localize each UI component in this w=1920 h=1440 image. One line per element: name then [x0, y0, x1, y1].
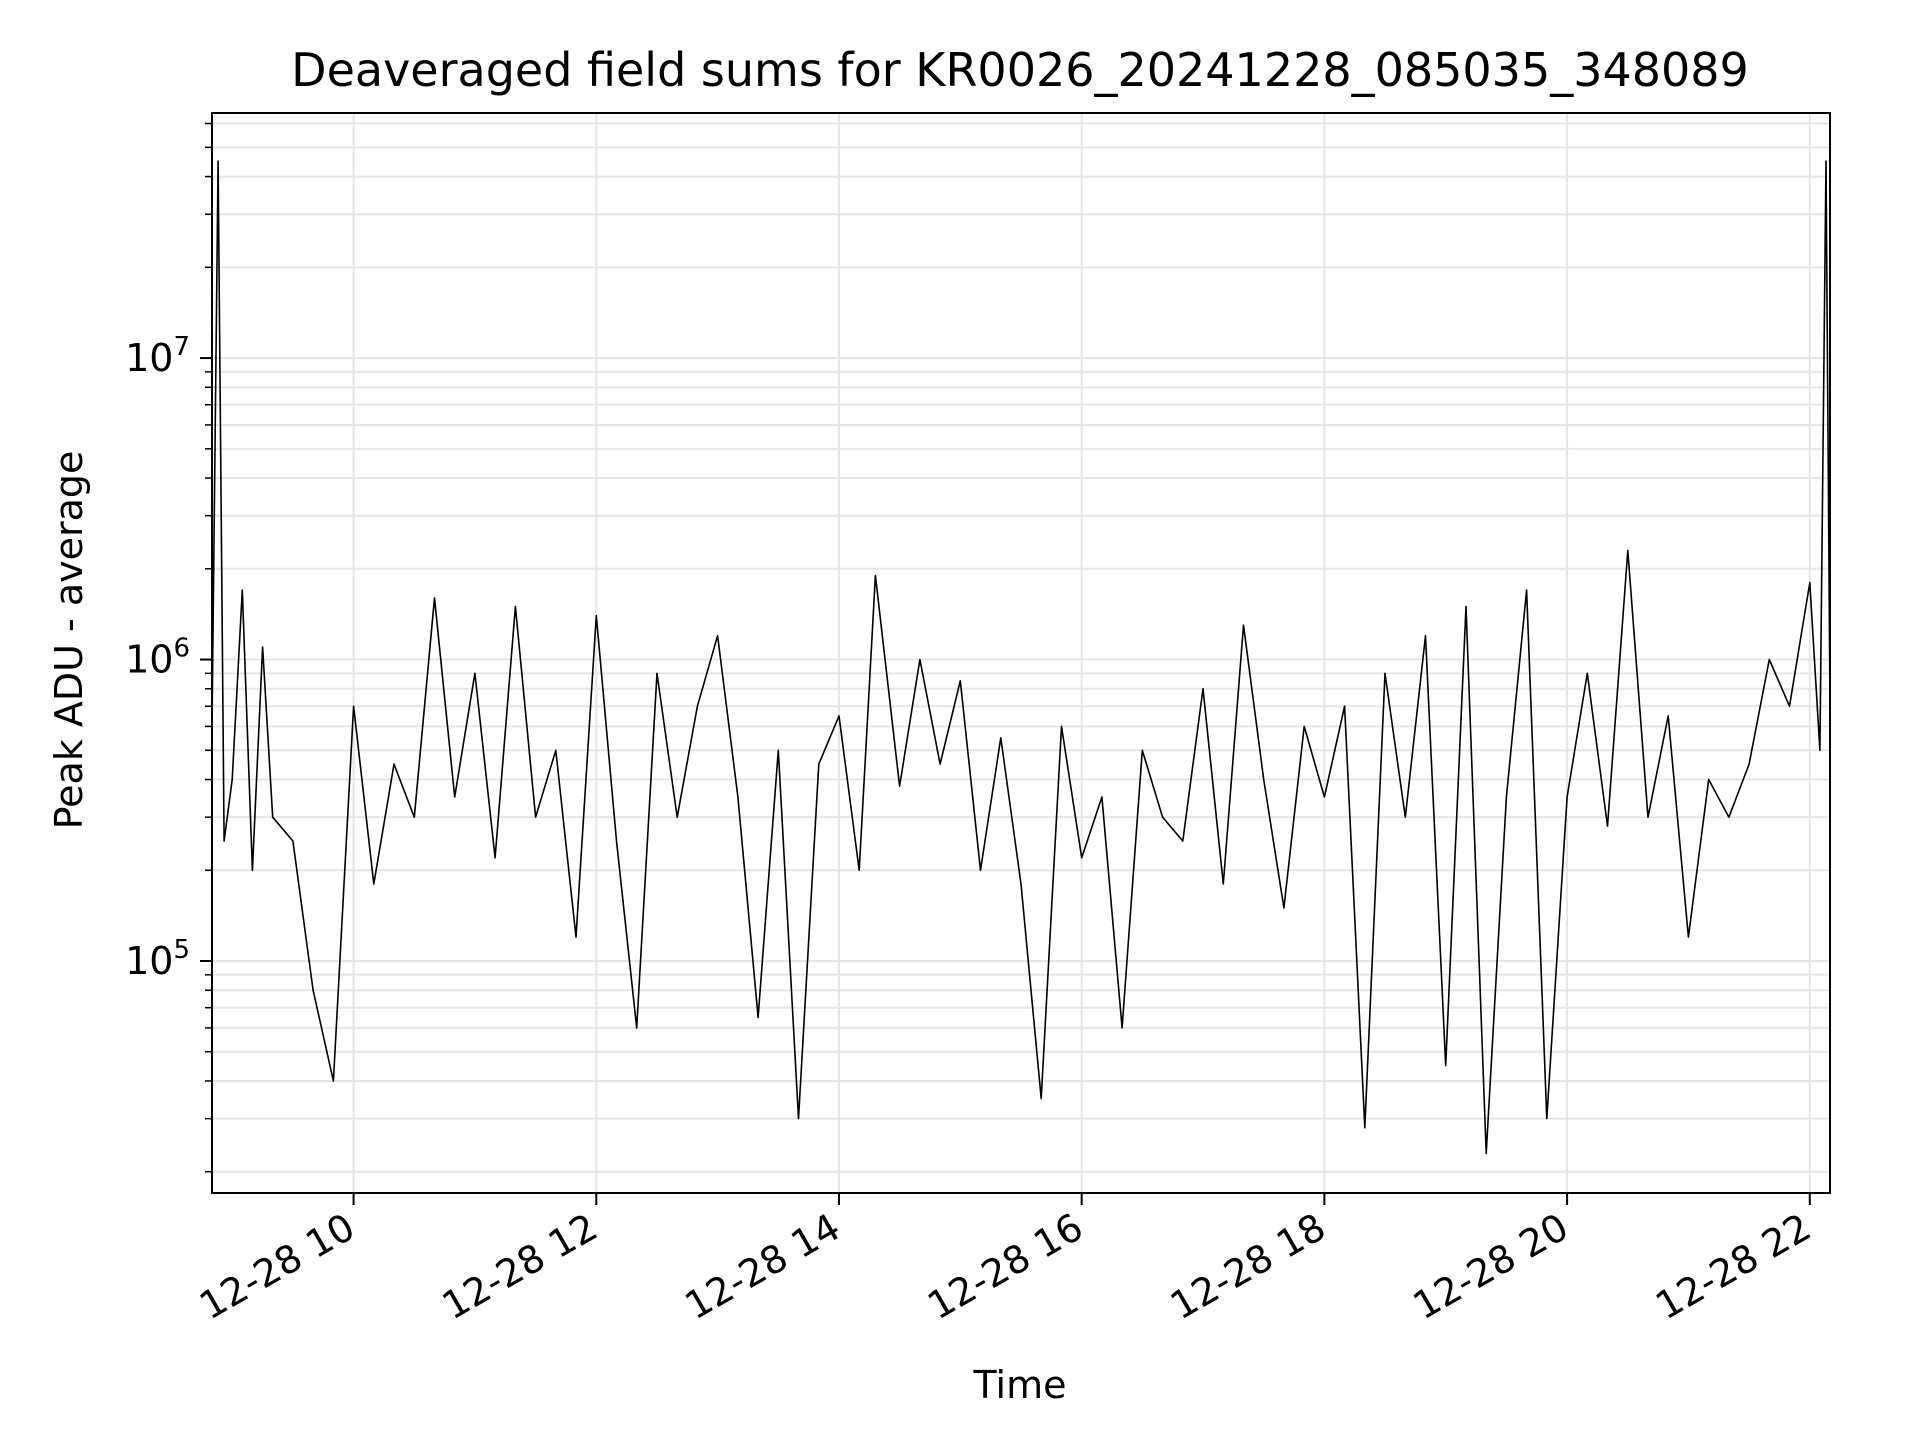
y-tick-label: 106 — [125, 634, 190, 682]
x-tick-label: 12-28 22 — [1648, 1205, 1818, 1329]
x-tick-label: 12-28 10 — [192, 1205, 362, 1329]
y-tick-label: 107 — [125, 332, 190, 380]
x-tick-label: 12-28 14 — [678, 1205, 848, 1329]
y-tick-label: 105 — [125, 935, 190, 983]
y-axis-label: Peak ADU - average — [47, 451, 91, 830]
x-tick-label: 12-28 18 — [1163, 1205, 1333, 1329]
series-line — [211, 160, 1831, 1155]
grid — [212, 113, 1830, 1193]
x-axis-label: Time — [973, 1363, 1067, 1407]
x-tick-label: 12-28 12 — [435, 1205, 605, 1329]
chart-title: Deaveraged field sums for KR0026_2024122… — [291, 43, 1749, 97]
x-tick-label: 12-28 20 — [1406, 1205, 1576, 1329]
x-tick-label: 12-28 16 — [920, 1205, 1090, 1329]
plot-frame — [211, 112, 1831, 1194]
